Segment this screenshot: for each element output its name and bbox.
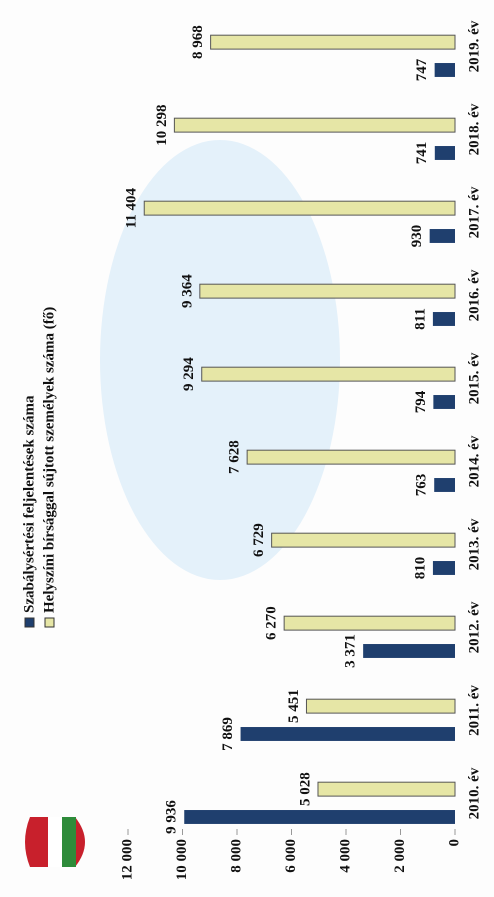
bar (363, 644, 456, 658)
bar (240, 727, 455, 741)
value-label: 810 (412, 557, 428, 580)
x-tick-label: 2018. év (466, 103, 482, 155)
bar (283, 615, 456, 631)
bar (199, 283, 456, 299)
bar (432, 561, 455, 575)
y-tick-label: 12 000 (119, 839, 135, 880)
y-tick-label: 10 000 (174, 839, 190, 880)
bar (210, 34, 456, 50)
value-label: 5 451 (286, 689, 302, 723)
logo (25, 817, 85, 867)
bar (305, 698, 456, 714)
value-label: 8 968 (190, 25, 206, 59)
x-tick-label: 2013. év (466, 518, 482, 570)
value-label: 7 628 (227, 440, 243, 474)
x-tick-label: 2014. év (466, 435, 482, 487)
value-label: 7 869 (220, 717, 236, 751)
y-tick-label: 6 000 (283, 839, 299, 873)
x-tick-label: 2015. év (466, 352, 482, 404)
value-label: 6 729 (251, 523, 267, 557)
value-label: 811 (412, 308, 428, 330)
legend-swatch (44, 617, 55, 628)
value-label: 9 936 (164, 800, 180, 834)
x-tick-label: 2016. év (466, 269, 482, 321)
y-tick-label: 4 000 (337, 839, 353, 873)
legend-label: Szabálysértési feljelentések száma (21, 395, 37, 613)
legend-swatch (24, 617, 35, 628)
y-tick-label: 8 000 (228, 839, 244, 873)
value-label: 10 298 (154, 105, 170, 146)
bar (433, 395, 455, 409)
bar (434, 478, 456, 492)
bar (434, 146, 455, 160)
bar (434, 63, 456, 77)
value-label: 763 (414, 474, 430, 497)
legend-label: Helyszíni bírsággal sújtott személyek sz… (41, 307, 57, 613)
value-label: 747 (414, 58, 430, 81)
bar (201, 366, 456, 382)
value-label: 9 364 (179, 274, 195, 308)
bar (429, 229, 456, 243)
value-label: 5 028 (297, 772, 313, 806)
bar (184, 810, 456, 824)
plot: 0 2 000 4 000 6 000 8 000 10 000 12 000 2010. é… (21, 20, 482, 880)
value-label: 741 (414, 142, 430, 165)
bar (246, 449, 456, 465)
y-tick-label: 0 (446, 839, 462, 847)
bar (432, 312, 455, 326)
value-label: 9 294 (181, 357, 197, 391)
value-label: 3 371 (343, 634, 359, 668)
bar (173, 117, 456, 133)
bar (143, 200, 456, 216)
bar (317, 781, 456, 797)
value-label: 11 404 (124, 187, 140, 228)
x-tick-label: 2017. év (466, 186, 482, 238)
x-tick-label: 2012. év (466, 601, 482, 653)
x-tick-label: 2011. év (466, 685, 482, 736)
value-label: 6 270 (264, 606, 280, 640)
x-tick-label: 2010. év (466, 767, 482, 819)
bar (271, 532, 456, 548)
value-label: 794 (413, 390, 429, 413)
background-image (100, 140, 340, 580)
x-tick-label: 2019. év (466, 20, 482, 72)
y-tick-label: 2 000 (392, 839, 408, 873)
value-label: 930 (409, 225, 425, 248)
